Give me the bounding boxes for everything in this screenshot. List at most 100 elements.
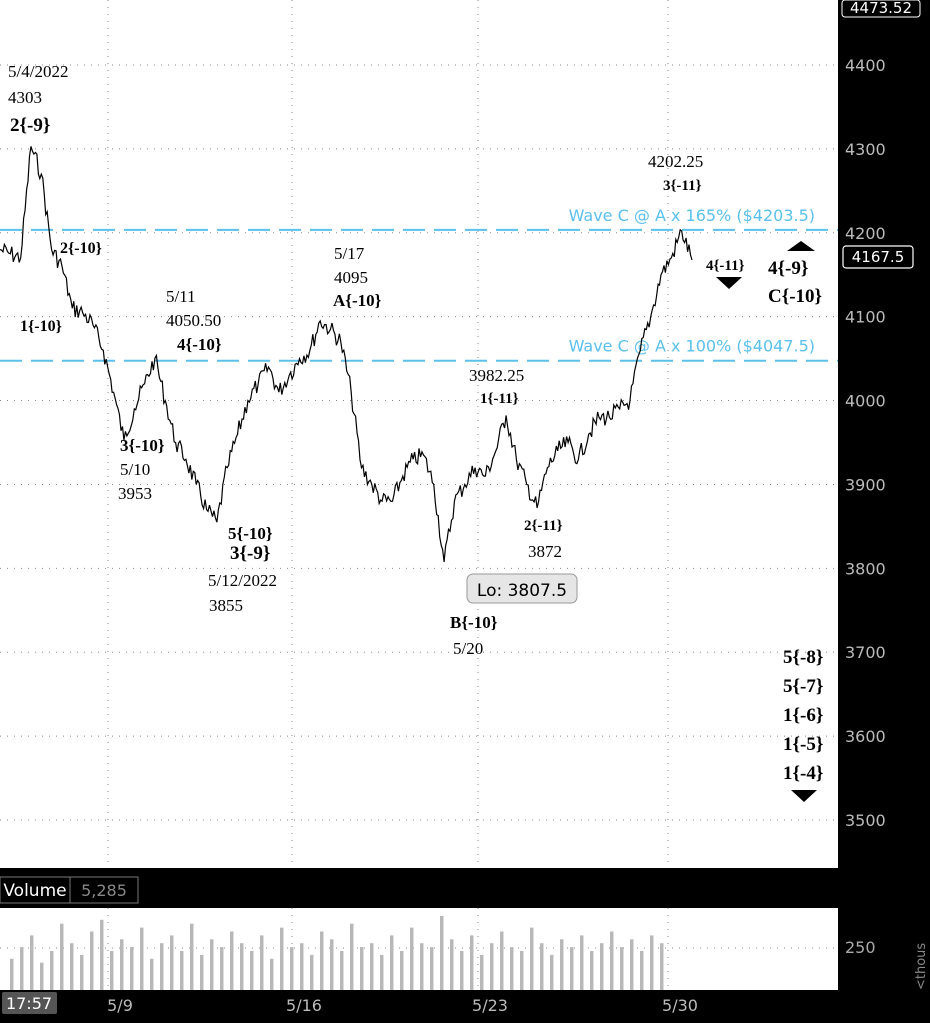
annotation-wave: 1{-5}: [783, 734, 823, 755]
volume-plot-area[interactable]: [0, 908, 838, 990]
volume-bar: [530, 927, 534, 990]
time-axis[interactable]: [0, 990, 930, 1023]
volume-bar: [180, 951, 184, 990]
x-tick-label: 5/23: [472, 996, 508, 1015]
volume-bar: [420, 943, 424, 990]
volume-bar: [500, 931, 504, 990]
volume-bar: [380, 954, 384, 990]
volume-bar: [360, 947, 364, 990]
time-label: 17:57: [6, 994, 52, 1013]
x-tick-label: 5/30: [662, 996, 698, 1015]
volume-bar: [400, 951, 404, 990]
volume-bar: [470, 935, 474, 990]
volume-bar: [40, 962, 44, 990]
annotation-wave: 3{-10}: [120, 436, 165, 455]
volume-bar: [520, 951, 524, 990]
volume-bar: [430, 947, 434, 990]
volume-bar: [270, 958, 274, 990]
volume-bar: [640, 951, 644, 990]
volume-bar: [80, 954, 84, 990]
y-tick-label: 4100: [845, 308, 886, 327]
annotation-wave: B{-10}: [450, 613, 498, 632]
annotation-wave: 5{-10}: [228, 524, 273, 543]
volume-bar: [450, 939, 454, 990]
volume-bar: [230, 931, 234, 990]
current-price-badge: [842, 245, 914, 269]
time-label-box: [2, 992, 57, 1014]
down-arrow-icon: [791, 790, 817, 802]
volume-bar: [490, 943, 494, 990]
volume-bar: [630, 939, 634, 990]
price-plot-area[interactable]: [0, 0, 838, 868]
volume-bar: [190, 923, 194, 990]
down-arrow-icon: [716, 277, 742, 289]
volume-bar: [310, 954, 314, 990]
annotation-wave: 3{-9}: [230, 543, 270, 564]
y-tick-label: 3500: [845, 811, 886, 830]
annotation-wave: 1{-4}: [783, 763, 823, 784]
fib-guide-lines: Wave C @ A x 165% ($4203.5) Wave C @ A x …: [0, 206, 838, 362]
annotation-wave: 4{-11}: [706, 258, 745, 274]
volume-bar: [260, 935, 264, 990]
current-price-label: 4167.5: [852, 248, 905, 266]
y-tick-label: 3800: [845, 559, 886, 578]
volume-bar: [220, 947, 224, 990]
volume-bar: [70, 943, 74, 990]
annotation-price: 4050.50: [166, 311, 221, 330]
volume-bar: [280, 927, 284, 990]
volume-bar: [110, 951, 114, 990]
volume-value: 5,285: [81, 881, 127, 900]
annotation-date: 5/10: [120, 460, 150, 479]
volume-bar: [250, 951, 254, 990]
volume-bar: [130, 947, 134, 990]
volume-bar: [560, 939, 564, 990]
axis-unit-fragment: <thous: [914, 943, 929, 990]
volume-bar: [480, 954, 484, 990]
volume-bar: [510, 947, 514, 990]
guide-label: Wave C @ A x 165% ($4203.5): [569, 206, 815, 225]
annotation-wave: 4{-9}: [768, 258, 808, 279]
volume-bar: [350, 923, 354, 990]
y-tick-label: 3700: [845, 643, 886, 662]
volume-bar: [50, 951, 54, 990]
volume-bar: [370, 943, 374, 990]
axis-top-value: 4473.52: [850, 0, 912, 17]
annotation-wave: 4{-10}: [177, 335, 222, 354]
y-tick-label: 4200: [845, 224, 886, 243]
volume-bar: [590, 951, 594, 990]
annotation-date: 5/11: [166, 287, 196, 306]
y-tick-label: 4300: [845, 140, 886, 159]
volume-bar: [540, 943, 544, 990]
annotation-price: 3982.25: [469, 366, 524, 385]
annotation-wave: 2{-11}: [524, 518, 563, 534]
annotation-wave: 3{-11}: [663, 178, 702, 194]
x-axis-ticks: 5/9 5/16 5/23 5/30: [107, 996, 698, 1015]
volume-bar: [600, 943, 604, 990]
annotation-wave: 5{-8}: [783, 647, 823, 668]
low-callout: [466, 573, 578, 604]
annotation-wave: 5{-7}: [783, 676, 823, 697]
volume-bar: [550, 954, 554, 990]
volume-bar: [20, 947, 24, 990]
annotation-price: 4202.25: [648, 152, 703, 171]
y-tick-label: 4400: [845, 56, 886, 75]
price-axis[interactable]: [838, 0, 930, 868]
volume-bar: [240, 943, 244, 990]
volume-bar: [620, 947, 624, 990]
volume-bar: [290, 947, 294, 990]
annotation-price: 4303: [8, 88, 42, 107]
volume-bar: [150, 958, 154, 990]
volume-bar: [460, 951, 464, 990]
volume-bar: [390, 935, 394, 990]
volume-bar: [100, 919, 104, 990]
axis-top-badge: [841, 0, 921, 18]
volume-value-box: [69, 876, 139, 904]
volume-bar: [210, 939, 214, 990]
volume-bar: [660, 943, 664, 990]
y-tick-label: 4000: [845, 392, 886, 411]
volume-bars: [10, 915, 664, 990]
volume-bar: [60, 923, 64, 990]
volume-bar: [440, 915, 444, 990]
annotation-price: 3855: [209, 596, 243, 615]
